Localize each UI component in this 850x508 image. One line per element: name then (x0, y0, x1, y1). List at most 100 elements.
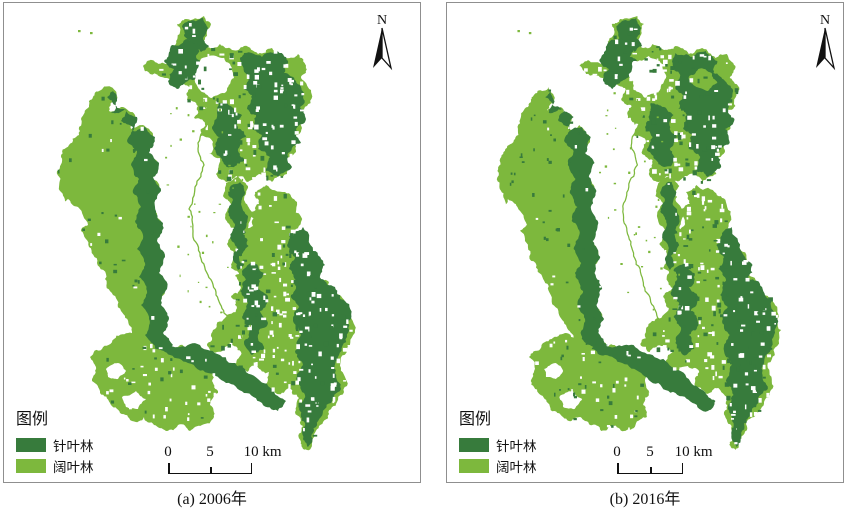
forest-speckle (284, 262, 287, 267)
forest-speckle (715, 146, 718, 148)
forest-speckle (142, 374, 147, 377)
forest-speckle (247, 142, 250, 146)
map-region-WTM (628, 56, 667, 98)
forest-speckle (717, 302, 722, 308)
forest-speckle (656, 347, 661, 353)
forest-speckle (656, 64, 660, 67)
forest-speckle (316, 405, 319, 407)
forest-speckle (229, 68, 232, 71)
forest-speckle (740, 368, 744, 373)
forest-speckle (238, 335, 243, 339)
forest-speckle (662, 246, 664, 248)
forest-speckle (276, 346, 279, 349)
forest-speckle (340, 314, 346, 320)
forest-speckle (261, 172, 266, 177)
map-region-WTM (194, 55, 234, 98)
forest-speckle (220, 103, 223, 106)
forest-speckle (711, 365, 715, 370)
forest-speckle (646, 140, 649, 143)
forest-speckle (288, 384, 291, 389)
forest-speckle (132, 284, 135, 287)
north-arrow-icon (373, 28, 382, 68)
forest-speckle (606, 425, 611, 428)
forest-speckle (295, 324, 298, 330)
forest-speckle (264, 141, 269, 146)
forest-speckle (771, 311, 776, 316)
forest-speckle (673, 261, 677, 264)
forest-speckle (291, 79, 294, 83)
forest-speckle (222, 324, 224, 330)
forest-speckle (281, 152, 285, 155)
forest-speckle (699, 95, 704, 98)
forest-speckle (299, 330, 303, 333)
forest-speckle (294, 94, 298, 97)
forest-speckle (249, 324, 251, 327)
forest-speckle (114, 214, 118, 217)
forest-speckle (283, 63, 289, 68)
forest-speckle (290, 229, 296, 234)
forest-speckle (240, 221, 242, 224)
forest-speckle (590, 238, 594, 241)
forest-speckle (614, 74, 618, 80)
forest-speckle (674, 131, 678, 135)
forest-speckle (678, 347, 682, 352)
forest-speckle (225, 85, 227, 88)
forest-speckle (623, 51, 628, 54)
forest-speckle (246, 317, 249, 320)
forest-speckle (150, 231, 154, 235)
forest-speckle (553, 138, 556, 142)
forest-speckle (513, 172, 516, 176)
forest-speckle (205, 125, 208, 131)
forest-speckle (343, 325, 348, 328)
forest-speckle (614, 127, 617, 129)
forest-speckle (144, 158, 148, 162)
forest-speckle (254, 74, 259, 80)
forest-speckle (704, 206, 707, 210)
forest-speckle (656, 134, 660, 137)
forest-speckle (289, 233, 294, 238)
forest-speckle (199, 106, 204, 111)
forest-speckle (723, 263, 729, 269)
forest-speckle (183, 75, 188, 79)
forest-speckle (726, 293, 729, 297)
forest-speckle (204, 59, 208, 64)
forest-speckle (627, 291, 630, 294)
forest-speckle (184, 65, 187, 69)
forest-speckle (335, 295, 341, 299)
legend-item-label: 阔叶林 (496, 459, 537, 475)
forest-speckle (700, 265, 705, 270)
forest-speckle (272, 262, 276, 267)
forest-speckle (614, 209, 617, 211)
broadleaf-swatch (459, 458, 489, 473)
forest-speckle (334, 382, 337, 385)
forest-speckle (732, 282, 737, 285)
forest-speckle (336, 343, 339, 348)
forest-speckle (644, 90, 648, 94)
forest-speckle (727, 103, 732, 106)
forest-speckle (739, 353, 745, 358)
forest-speckle (187, 99, 191, 103)
forest-speckle (296, 252, 300, 257)
forest-speckle (280, 255, 283, 259)
forest-speckle (715, 276, 720, 280)
forest-speckle (672, 367, 677, 371)
forest-speckle (243, 85, 247, 90)
forest-speckle (198, 79, 201, 85)
forest-speckle (699, 54, 705, 57)
forest-speckle (664, 169, 669, 174)
forest-speckle (764, 385, 767, 390)
forest-speckle (266, 61, 271, 64)
forest-speckle (718, 375, 723, 379)
forest-speckle (730, 260, 732, 266)
forest-speckle (746, 359, 749, 363)
forest-speckle (131, 381, 136, 384)
scale-label-10km: 10 km (674, 444, 713, 460)
forest-speckle (234, 107, 237, 113)
forest-speckle (717, 284, 720, 288)
forest-speckle (253, 92, 256, 98)
forest-speckle (637, 226, 641, 228)
forest-speckle (670, 119, 676, 123)
forest-speckle (768, 347, 773, 350)
forest-speckle (753, 289, 758, 294)
